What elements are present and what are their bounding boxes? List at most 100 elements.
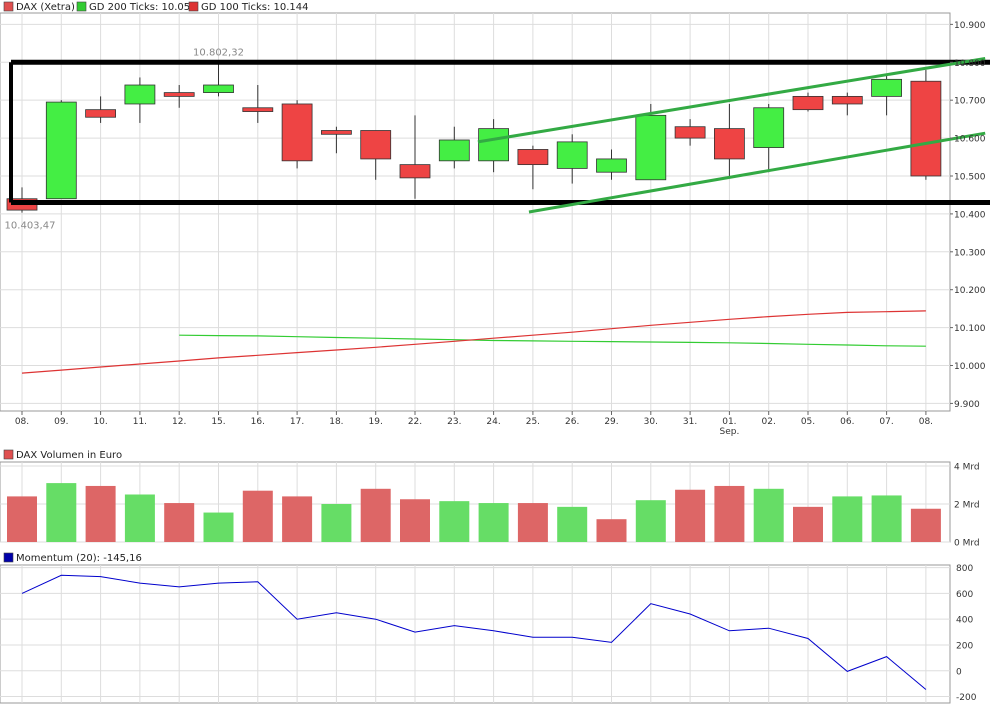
price-y-tick-label: 10.600 (954, 135, 986, 145)
x-tick-label: 10. (93, 417, 107, 427)
x-tick-label: 31. (683, 417, 697, 427)
volume-bar-up (321, 504, 352, 542)
price-y-tick-label: 10.500 (954, 172, 986, 182)
price-y-tick-label: 10.700 (954, 97, 986, 107)
candle-body-down (792, 95, 824, 111)
candle-body-up (45, 101, 77, 200)
volume-bars-layer (7, 483, 941, 542)
main-legend: DAX (Xetra) GD 200 Ticks: 10.051 GD 100 … (3, 1, 309, 13)
price-y-tick-label: 10.300 (954, 248, 986, 258)
volume-bar-up (203, 512, 234, 542)
momentum-y-tick-label: 0 (956, 667, 962, 677)
trendline (528, 131, 986, 214)
candle-body-up (124, 84, 156, 105)
month-label: Sep. (719, 427, 739, 437)
volume-bar-up (557, 506, 588, 542)
momentum-legend: Momentum (20): -145,16 (3, 552, 142, 564)
volume-bar-down (282, 496, 313, 542)
volume-bar-down (596, 519, 627, 542)
x-tick-label: 15. (211, 417, 225, 427)
momentum-y-tick-label: 800 (956, 564, 973, 574)
candle-body-up (596, 158, 627, 173)
volume-bar-up (871, 495, 902, 542)
candle-body-up (871, 78, 902, 97)
x-tick-label: 01. (722, 417, 736, 427)
candlestick-layer (6, 61, 942, 213)
legend-swatch-sma100 (188, 1, 199, 12)
legend-label-volume: DAX Volumen in Euro (16, 450, 122, 461)
sma200-line (179, 334, 926, 347)
x-tick-label: 22. (408, 417, 422, 427)
price-y-tick-label: 10.400 (954, 210, 986, 220)
volume-bar-down (360, 488, 391, 542)
volume-bar-down (7, 496, 37, 542)
candle-body-up (556, 141, 588, 169)
volume-bar-down (400, 499, 430, 542)
momentum-panel-frame (0, 564, 951, 704)
volume-y-tick-label: 2 Mrd (954, 501, 980, 511)
candle-body-down (714, 128, 745, 160)
x-tick-label: 29. (604, 417, 618, 427)
x-tick-label: 11. (133, 417, 147, 427)
trendline (477, 57, 986, 144)
volume-bar-down (164, 503, 195, 542)
x-tick-label: 08. (15, 417, 29, 427)
volume-bar-up (124, 494, 155, 542)
x-tick-label: 24. (486, 417, 500, 427)
x-tick-label: 09. (54, 417, 68, 427)
x-tick-label: 19. (369, 417, 383, 427)
x-tick-label: 12. (172, 417, 186, 427)
volume-bar-up (832, 496, 863, 542)
volume-bar-down (910, 508, 941, 542)
volume-bar-up (753, 488, 784, 542)
x-tick-label: 17. (290, 417, 304, 427)
legend-swatch-volume (3, 449, 14, 460)
volume-bar-up (46, 483, 77, 542)
candle-body-down (320, 130, 352, 135)
volume-bar-down (793, 506, 823, 542)
volume-y-tick-label: 0 Mrd (954, 539, 980, 549)
x-tick-label: 25. (526, 417, 540, 427)
price-panel-frame (0, 12, 951, 412)
candle-body-up (203, 84, 234, 94)
price-y-tick-label: 10.100 (954, 324, 986, 334)
legend-label-sma100: GD 100 Ticks: 10.144 (201, 2, 309, 13)
legend-swatch-sma200 (76, 1, 87, 12)
volume-bar-up (439, 501, 470, 542)
volume-bar-up (635, 500, 666, 542)
candle-body-down (360, 130, 392, 160)
x-tick-label: 08. (919, 417, 933, 427)
volume-legend: DAX Volumen in Euro (3, 449, 122, 461)
legend-label-dax: DAX (Xetra) (16, 2, 75, 13)
candle-body-down (831, 95, 863, 105)
candle-body-up (478, 128, 510, 162)
candle-body-down (674, 126, 706, 139)
momentum-y-tick-label: 400 (956, 616, 973, 626)
candle-body-down (910, 80, 942, 177)
sma100-line (21, 310, 926, 374)
channel-overlay-layer (9, 57, 990, 214)
candle-body-up (753, 107, 785, 148)
price-y-tick-label: 10.000 (954, 362, 986, 372)
candle-body-down (281, 103, 313, 162)
low-value-label: 10.403,47 (5, 221, 56, 232)
candle-body-down (242, 107, 274, 112)
candle-body-down (517, 149, 549, 166)
momentum-y-tick-label: 200 (956, 641, 973, 651)
volume-bar-down (85, 485, 116, 542)
momentum-line-layer (21, 574, 927, 690)
volume-y-tick-label: 4 Mrd (954, 463, 980, 473)
legend-swatch-momentum (3, 552, 14, 563)
price-y-tick-label: 9.900 (954, 400, 980, 410)
volume-bar-down (517, 503, 548, 542)
axis-labels-layer: 08. 09. 10. 11. 12. 15. 16. 17. 18. 19. 22. 23. 24. 2… (15, 21, 986, 703)
candle-body-down (85, 109, 116, 118)
x-tick-label: 06. (840, 417, 854, 427)
volume-bar-down (714, 485, 745, 542)
high-value-label: 10.802,32 (193, 47, 244, 58)
x-tick-label: 26. (565, 417, 579, 427)
candle-body-up (438, 139, 470, 162)
legend-label-momentum: Momentum (20): -145,16 (16, 553, 142, 564)
